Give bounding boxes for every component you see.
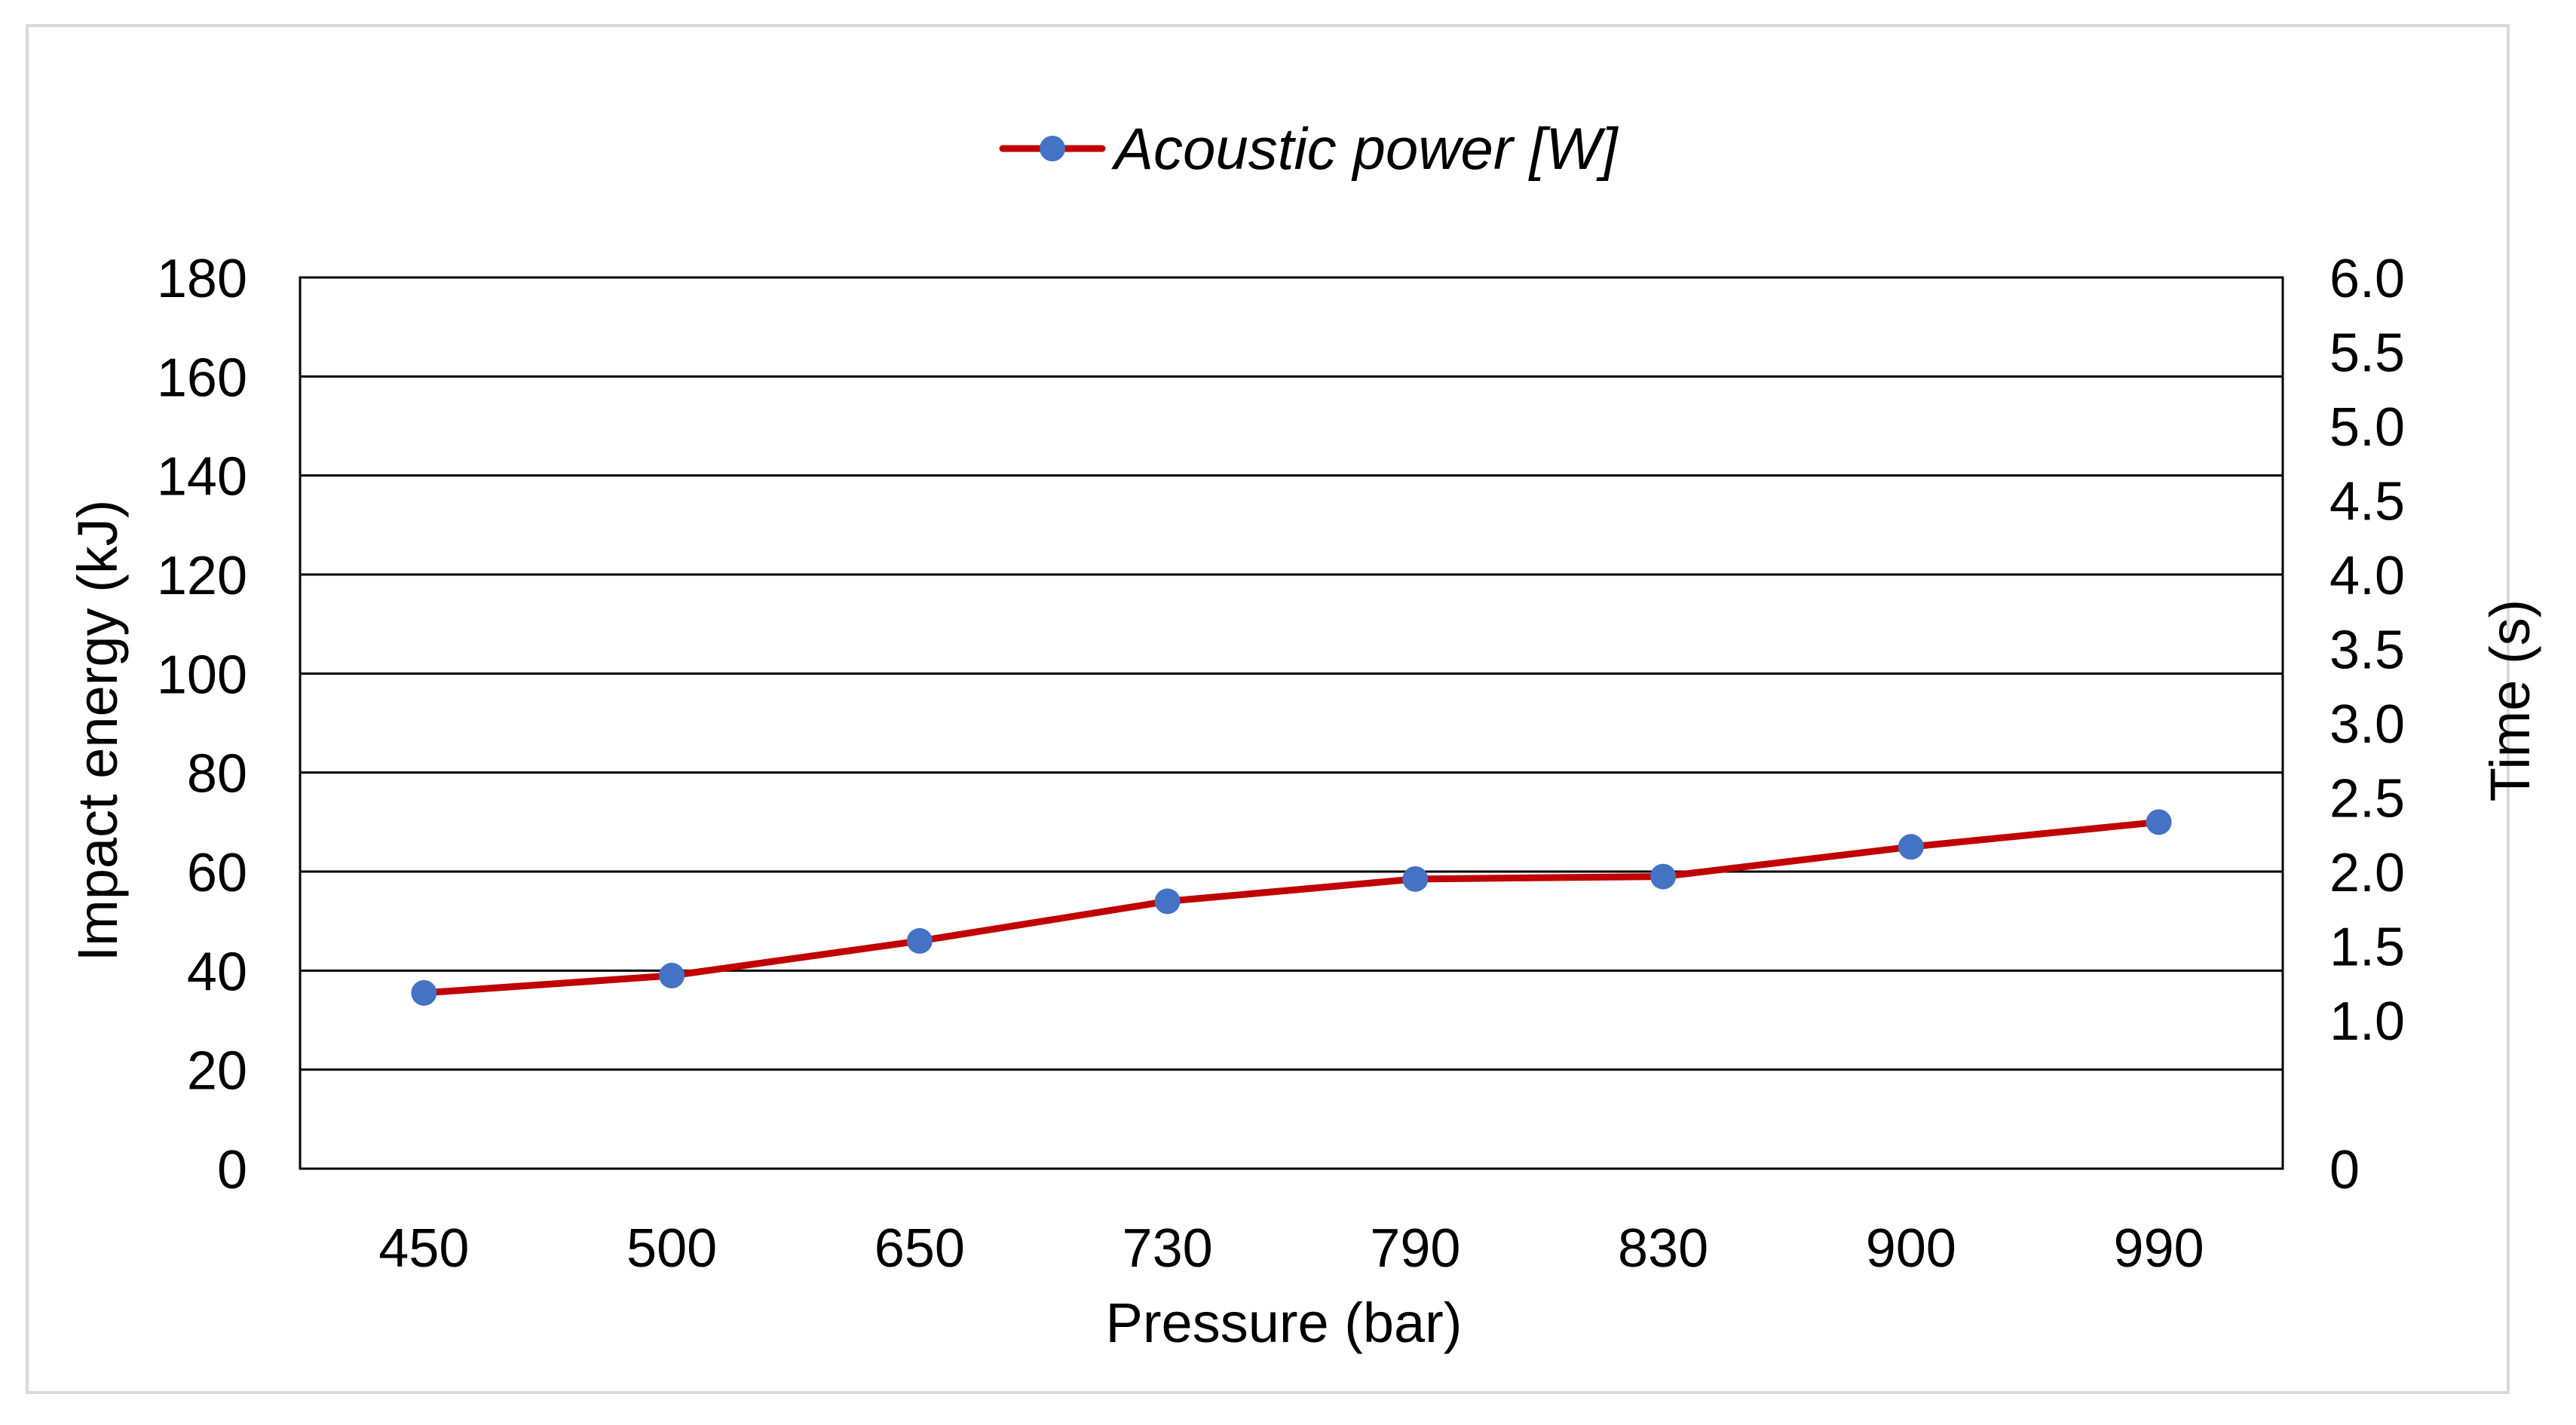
y-tick-label: 180 [157, 249, 247, 309]
y2-tick-label: 4.5 [2329, 472, 2405, 532]
y2-tick-label: 1.0 [2329, 991, 2405, 1052]
x-tick-label: 450 [378, 1218, 469, 1279]
y2-tick-label: 0 [2329, 1140, 2360, 1200]
gridlines [300, 375, 2283, 1071]
y-tick-label: 20 [187, 1041, 247, 1102]
right-y-axis-ticks: 0 1.0 1.5 2.0 2.5 3.0 3.5 4.0 4.5 5.0 5.5 6.0 [2329, 249, 2405, 1200]
y2-tick-label: 4.0 [2329, 546, 2405, 606]
x-tick-label: 830 [1618, 1218, 1708, 1279]
y-axis-title: Impact energy (kJ) [66, 500, 129, 962]
y2-tick-label: 3.0 [2329, 694, 2405, 755]
y2-tick-label: 1.5 [2329, 918, 2405, 978]
y2-tick-label: 3.5 [2329, 621, 2405, 681]
y2-tick-label: 5.0 [2329, 397, 2405, 458]
legend-label: Acoustic power [W] [1111, 115, 1619, 182]
x-tick-label: 500 [626, 1218, 717, 1279]
left-y-axis-ticks: 0 20 40 60 80 100 120 140 160 180 [157, 249, 247, 1200]
x-axis-ticks: 450 500 650 730 790 830 900 990 [378, 1218, 2204, 1279]
y-tick-label: 120 [157, 546, 247, 606]
x-tick-label: 900 [1866, 1218, 1956, 1279]
y-tick-label: 100 [157, 645, 247, 705]
x-axis-title: Pressure (bar) [1106, 1292, 1463, 1354]
y-tick-label: 40 [187, 942, 247, 1002]
x-tick-label: 650 [874, 1218, 965, 1279]
legend: Acoustic power [W] [999, 115, 1619, 182]
series-line [420, 818, 2163, 997]
x-tick-label: 990 [2114, 1218, 2204, 1279]
data-point [411, 979, 437, 1006]
y2-tick-label: 2.5 [2329, 769, 2405, 829]
data-point [906, 927, 933, 954]
x-tick-label: 730 [1123, 1218, 1213, 1279]
y-tick-label: 140 [157, 447, 247, 507]
y-tick-label: 80 [187, 744, 247, 804]
y-tick-label: 60 [187, 843, 247, 903]
data-point [1154, 888, 1181, 915]
y2-axis-title: Time (s) [2479, 599, 2541, 802]
data-point [659, 962, 685, 988]
legend-marker-swatch [1040, 136, 1065, 161]
y2-tick-label: 6.0 [2329, 249, 2405, 309]
x-tick-label: 790 [1370, 1218, 1460, 1279]
data-point [1898, 834, 1924, 860]
series-layer [411, 809, 2172, 1006]
chart-frame [26, 24, 2510, 1394]
data-point [1650, 863, 1677, 890]
data-point [2146, 809, 2172, 835]
data-point [1402, 866, 1429, 892]
y2-tick-label: 2.0 [2329, 843, 2405, 903]
y2-tick-label: 5.5 [2329, 323, 2405, 384]
y-tick-label: 160 [157, 348, 247, 408]
plot-area [299, 276, 2284, 1170]
y-tick-label: 0 [217, 1140, 247, 1200]
